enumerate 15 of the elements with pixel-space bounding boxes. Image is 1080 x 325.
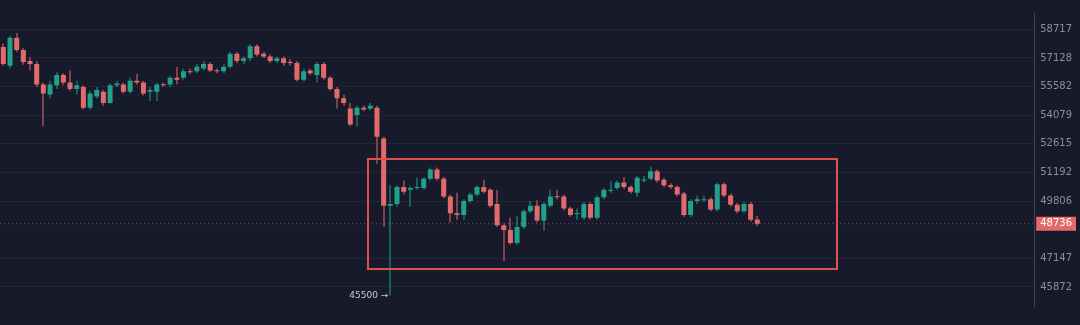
y-tick-label: 47147 xyxy=(1040,251,1072,263)
y-tick-label: 45872 xyxy=(1040,280,1072,292)
y-tick-label: 57128 xyxy=(1040,51,1072,63)
ref-line-label: 48736 xyxy=(1040,217,1072,229)
candlestick xyxy=(407,186,413,207)
annotation: 45500 → xyxy=(349,289,389,300)
candlestick xyxy=(608,181,614,193)
y-tick-label: 55582 xyxy=(1040,80,1072,92)
y-tick-label: 52615 xyxy=(1040,137,1072,149)
y-tick-label: 58717 xyxy=(1040,22,1072,34)
candlestick xyxy=(387,185,393,296)
y-tick-label: 49806 xyxy=(1040,194,1072,206)
candlestick xyxy=(454,192,460,220)
y-tick-label: 51192 xyxy=(1040,166,1072,178)
y-tick-label: 54079 xyxy=(1040,108,1072,120)
